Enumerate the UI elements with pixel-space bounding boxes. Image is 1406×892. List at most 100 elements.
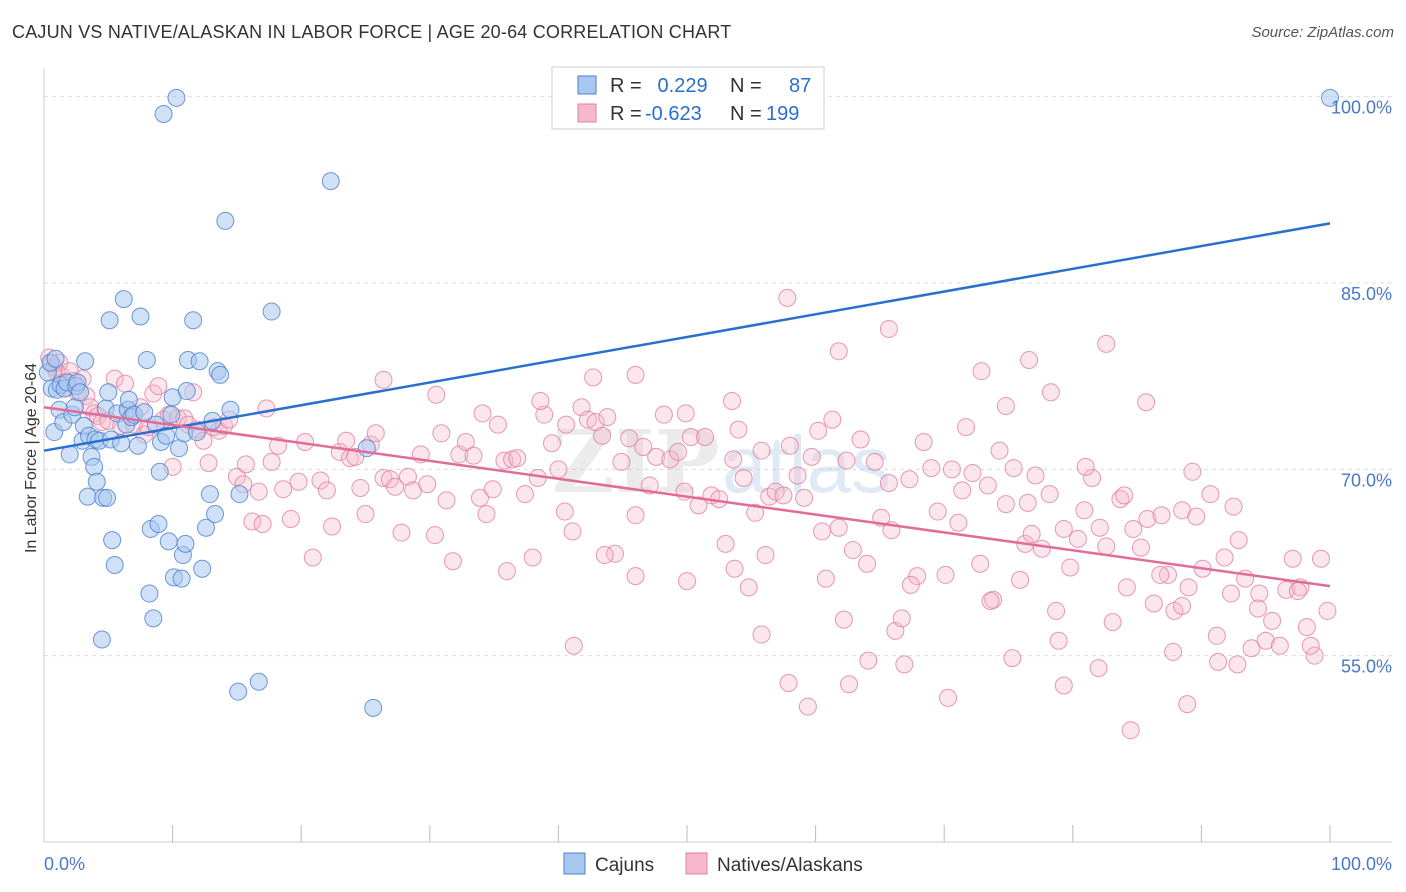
natives-point-159 [996,495,1015,514]
cajuns-point-70 [188,423,207,442]
natives-point-136 [837,451,856,470]
legend-r-value-2: -0.623 [645,103,702,125]
natives-point-202 [1297,618,1316,637]
natives-point-229 [595,546,614,565]
natives-point-131 [802,447,821,466]
natives-point-64 [356,505,375,524]
legend-swatch-natives [577,103,597,123]
natives-point-220 [752,625,771,644]
natives-point-197 [1263,611,1282,630]
natives-point-216 [1178,695,1197,714]
cajuns-point-38 [114,290,133,309]
natives-point-109 [654,405,673,424]
cajuns-point-63 [172,569,191,588]
cajuns-point-11 [60,445,79,464]
cajuns-point-32 [100,311,119,330]
natives-point-260 [584,368,603,387]
natives-point-83 [477,505,496,524]
natives-point-165 [1040,485,1059,504]
natives-point-256 [374,370,393,389]
cajuns-point-88 [1321,88,1339,107]
cajuns-point-45 [131,307,150,326]
natives-point-211 [953,481,972,500]
natives-point-104 [620,429,639,448]
natives-point-178 [1131,538,1150,557]
y-tick-label-0: 55.0% [1341,657,1392,677]
natives-point-221 [859,651,878,670]
natives-point-155 [971,554,990,573]
natives-point-120 [729,420,748,439]
natives-point-198 [1270,636,1289,655]
natives-point-114 [689,496,708,515]
cajuns-point-44 [128,436,147,455]
natives-point-219 [840,675,859,694]
cajuns-point-50 [144,609,163,628]
tick-labels: 55.0% 70.0% 85.0% 100.0% 0.0% 100.0% [44,98,1392,874]
legend-r-label-1: R = [610,75,642,97]
natives-point-167 [1054,519,1073,538]
cajuns-point-71 [190,352,209,371]
natives-point-49 [262,452,281,471]
natives-point-69 [386,477,405,496]
natives-point-60 [337,431,356,450]
natives-point-81 [464,446,483,465]
natives-point-204 [1311,549,1330,568]
natives-point-246 [829,342,848,361]
natives-point-255 [1248,599,1267,618]
natives-point-55 [303,548,322,567]
natives-point-182 [1158,565,1177,584]
cajuns-point-87 [364,698,383,717]
natives-point-77 [437,491,456,510]
natives-point-51 [274,480,293,499]
natives-point-95 [557,415,576,434]
natives-point-58 [323,517,342,536]
natives-point-172 [1090,518,1109,537]
natives-point-101 [598,408,617,427]
natives-point-189 [1207,626,1226,645]
cajuns-point-76 [206,505,225,524]
legend-n-value-2: 199 [766,103,799,125]
natives-point-135 [829,518,848,537]
natives-point-170 [1075,501,1094,520]
x-tick-label-0: 0.0% [44,854,85,874]
cajuns-point-73 [197,518,216,537]
natives-point-80 [456,432,475,451]
cajuns-point-34 [103,531,122,550]
cajuns-point-74 [200,485,219,504]
natives-point-47 [253,514,272,533]
y-tick-label-2: 85.0% [1341,284,1392,304]
y-tick-label-3: 100.0% [1331,98,1392,118]
natives-point-191 [1221,584,1240,603]
cajuns-point-72 [193,559,212,578]
natives-point-241 [1173,596,1192,615]
natives-point-166 [1047,601,1066,620]
cajuns-points [38,88,1339,717]
y-axis-label: In Labor Force | Age 20-64 [23,363,40,553]
natives-point-89 [515,485,534,504]
natives-point-263 [723,391,742,410]
natives-point-127 [774,486,793,505]
natives-point-63 [351,478,370,497]
natives-point-168 [1061,558,1080,577]
natives-point-173 [1097,537,1116,556]
natives-point-253 [1137,393,1156,412]
natives-point-105 [626,506,645,525]
natives-point-257 [427,385,446,404]
natives-point-262 [676,404,695,423]
natives-point-190 [1215,548,1234,567]
natives-point-185 [1179,578,1198,597]
natives-point-151 [942,460,961,479]
x-tick-label-1: 100.0% [1331,854,1392,874]
natives-point-92 [535,405,554,424]
natives-point-234 [779,673,798,692]
natives-point-88 [508,449,527,468]
chart-title: CAJUN VS NATIVE/ALASKAN IN LABOR FORCE |… [12,22,732,42]
natives-point-53 [289,472,308,491]
legend-n-value-1: 87 [789,75,811,97]
bottom-legend: Cajuns Natives/Alaskans [563,852,863,876]
natives-point-134 [823,410,842,429]
natives-point-148 [922,459,941,478]
natives-point-78 [443,552,462,571]
natives-point-20 [116,374,135,393]
natives-point-56 [311,471,330,490]
